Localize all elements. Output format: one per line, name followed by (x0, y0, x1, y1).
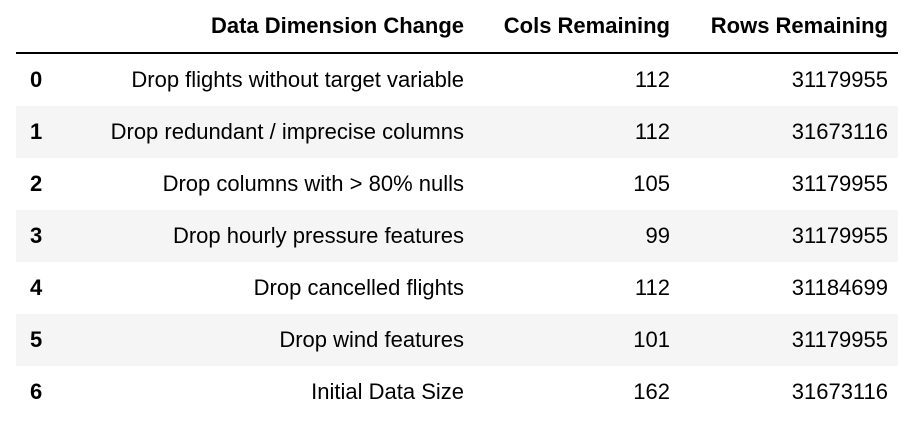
change-cell: Drop cancelled flights (253, 275, 464, 300)
cols-cell: 105 (633, 171, 670, 196)
cols-cell: 112 (634, 119, 670, 144)
row-index: 1 (30, 119, 43, 144)
table-header: Data Dimension Change Cols Remaining Row… (16, 0, 898, 54)
row-index: 3 (30, 223, 43, 248)
rows-cell: 31179955 (791, 223, 888, 248)
index-header (16, 0, 64, 54)
row-index: 2 (30, 171, 43, 196)
rows-cell: 31179955 (791, 171, 888, 196)
table-row: 5 Drop wind features 101 31179955 (16, 314, 898, 366)
row-index: 4 (30, 275, 43, 300)
cols-cell: 162 (633, 379, 670, 404)
rows-cell: 31673116 (791, 379, 888, 404)
cols-remaining-header: Cols Remaining (474, 0, 680, 54)
rows-cell: 31179955 (791, 327, 888, 352)
cols-cell: 112 (634, 67, 670, 92)
change-cell: Drop flights without target variable (131, 67, 464, 92)
data-dimension-change-header: Data Dimension Change (64, 0, 474, 54)
table-row: 6 Initial Data Size 162 31673116 (16, 366, 898, 418)
cols-cell: 101 (633, 327, 670, 352)
cols-cell: 99 (645, 223, 670, 248)
table-row: 1 Drop redundant / imprecise columns 112… (16, 106, 898, 158)
table-body: 0 Drop flights without target variable 1… (16, 53, 898, 418)
cols-cell: 112 (634, 275, 670, 300)
change-cell: Drop columns with > 80% nulls (162, 171, 464, 196)
change-cell: Initial Data Size (311, 379, 464, 404)
dimension-change-table: Data Dimension Change Cols Remaining Row… (16, 0, 898, 418)
header-row: Data Dimension Change Cols Remaining Row… (16, 0, 898, 54)
table-row: 3 Drop hourly pressure features 99 31179… (16, 210, 898, 262)
table-row: 4 Drop cancelled flights 112 31184699 (16, 262, 898, 314)
table-row: 2 Drop columns with > 80% nulls 105 3117… (16, 158, 898, 210)
rows-cell: 31184699 (791, 275, 888, 300)
change-cell: Drop wind features (279, 327, 464, 352)
row-index: 6 (30, 379, 43, 404)
rows-remaining-header: Rows Remaining (680, 0, 898, 54)
table-row: 0 Drop flights without target variable 1… (16, 53, 898, 106)
rows-cell: 31179955 (791, 67, 888, 92)
change-cell: Drop redundant / imprecise columns (110, 119, 464, 144)
change-cell: Drop hourly pressure features (172, 223, 464, 248)
row-index: 0 (30, 67, 43, 92)
row-index: 5 (30, 327, 43, 352)
rows-cell: 31673116 (791, 119, 888, 144)
